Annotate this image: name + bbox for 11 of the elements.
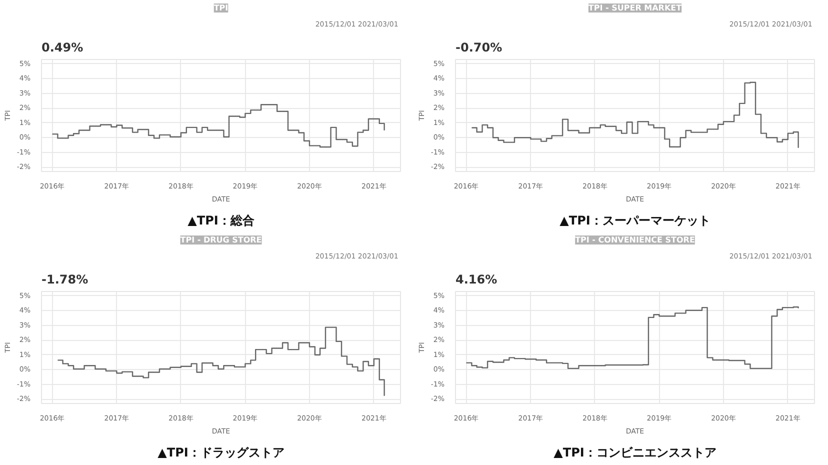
chart-title: TPI - DRUG STORE	[180, 236, 262, 244]
chart-subtitle: -0.70%	[456, 40, 502, 54]
text: ▲TPI：コンビニエンスストア	[554, 446, 716, 460]
chart-subtitle: -1.78%	[42, 272, 88, 286]
chart-subtitle: 0.49%	[42, 40, 84, 54]
chart-title: TPI	[214, 4, 228, 12]
chart-title: TPI - CONVENIENCE STORE	[575, 236, 695, 244]
chart-subtitle: 4.16%	[456, 272, 498, 286]
text: ▲TPI：総合	[188, 214, 256, 228]
text: ▲TPI：ドラッグストア	[158, 446, 284, 460]
text: ▲TPI：スーパーマーケット	[560, 214, 710, 228]
